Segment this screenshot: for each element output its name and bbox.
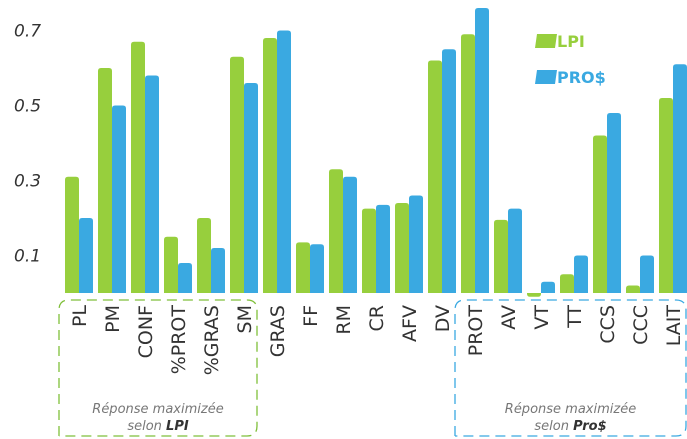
bar-pro-ccc <box>640 255 654 293</box>
bar-pro-av <box>508 208 522 293</box>
y-tick-label: 0.3 <box>14 172 41 192</box>
bar-lpi-ccs <box>593 135 607 293</box>
bar-lpi-gras <box>263 38 277 293</box>
x-tick-label: VT <box>531 305 553 330</box>
bar-lpi-rm <box>329 169 343 293</box>
bar-lpi-pl <box>65 176 79 293</box>
group-label-line2: selon LPI <box>127 419 189 434</box>
bar-pro-rm <box>343 176 357 293</box>
x-tick-label: PROT <box>465 305 487 357</box>
bar-lpi-av <box>494 219 508 293</box>
y-tick-label: 0.5 <box>14 97 41 117</box>
bar-pro-dv <box>442 49 456 293</box>
legend-label: LPI <box>557 32 585 51</box>
group-label-line2: selon Pro$ <box>534 419 606 434</box>
bar-lpi-vt <box>527 293 541 297</box>
bar-lpi-tt <box>560 274 574 293</box>
bar-lpi-ff <box>296 242 310 293</box>
legend-label: PRO$ <box>557 68 606 87</box>
bar-pro-conf <box>145 75 159 293</box>
legend-swatch <box>535 34 557 48</box>
bar-lpi-afv <box>395 203 409 293</box>
bar-lpi-sm <box>230 56 244 293</box>
response-groups: Réponse maximizée selon LPI Réponse maximi… <box>58 299 687 437</box>
x-tick-label: TT <box>564 305 586 329</box>
x-tick-label: RM <box>333 305 355 335</box>
x-tick-label: DV <box>432 305 454 332</box>
bar-pro-sm <box>244 83 258 293</box>
x-tick-label: SM <box>234 305 256 333</box>
x-tick-label: PM <box>102 305 124 333</box>
bar-lpi-conf <box>131 41 145 293</box>
bar-pro-gras <box>277 30 291 293</box>
y-tick-label: 0.1 <box>14 247 41 267</box>
legend: LPI PRO$ <box>535 32 606 87</box>
group-bracket <box>58 299 258 437</box>
x-tick-label: LAIT <box>663 305 685 347</box>
group-bracket <box>454 299 687 437</box>
bar-pro-lait <box>673 64 687 293</box>
bar-pro-vt <box>541 281 555 293</box>
x-tick-label: AV <box>498 305 520 330</box>
group-label-target: LPI <box>166 419 189 434</box>
x-tick-label: CCS <box>597 305 619 344</box>
group-label-prefix: selon <box>534 419 573 434</box>
legend-swatch <box>535 70 557 84</box>
bar-lpi-dv <box>428 60 442 293</box>
bar-pro-pm <box>112 105 126 293</box>
bar-pro-ccs <box>607 113 621 293</box>
bar-pro-cr <box>376 204 390 293</box>
x-tick-label: GRAS <box>267 305 289 357</box>
group-label-line1: Réponse maximizée <box>505 402 636 417</box>
bar-lpi-prot <box>461 34 475 293</box>
bar-pro-gras <box>211 248 225 293</box>
x-tick-label: AFV <box>399 305 421 342</box>
x-tick-label: %GRAS <box>201 305 223 375</box>
x-tick-label: FF <box>300 305 322 327</box>
x-tick-label: PL <box>69 305 91 327</box>
bar-lpi-pm <box>98 68 112 293</box>
bar-lpi-cr <box>362 208 376 293</box>
group-label-prefix: selon <box>127 419 166 434</box>
bar-pro-prot <box>475 8 489 293</box>
bar-lpi-lait <box>659 98 673 293</box>
x-axis-labels: PL PM CONF %PROT %GRAS SM GRAS FF RM CR AFV DV PROT A… <box>69 305 685 376</box>
bar-pro-ff <box>310 244 324 293</box>
group-label-line1: Réponse maximizée <box>92 402 223 417</box>
bar-lpi-gras <box>197 218 211 293</box>
bar-lpi-prot <box>164 236 178 293</box>
group-label-target: Pro$ <box>573 419 607 434</box>
bar-pro-afv <box>409 195 423 293</box>
y-axis: 0.1 0.3 0.5 0.7 <box>14 22 41 267</box>
y-tick-label: 0.7 <box>14 22 41 42</box>
x-tick-label: CONF <box>135 305 157 358</box>
bars <box>65 8 687 297</box>
bar-pro-pl <box>79 218 93 293</box>
bar-pro-tt <box>574 255 588 293</box>
bar-pro-prot <box>178 263 192 293</box>
bar-lpi-ccc <box>626 285 640 293</box>
x-tick-label: %PROT <box>168 305 190 375</box>
x-tick-label: CR <box>366 305 388 331</box>
x-tick-label: CCC <box>630 305 652 345</box>
